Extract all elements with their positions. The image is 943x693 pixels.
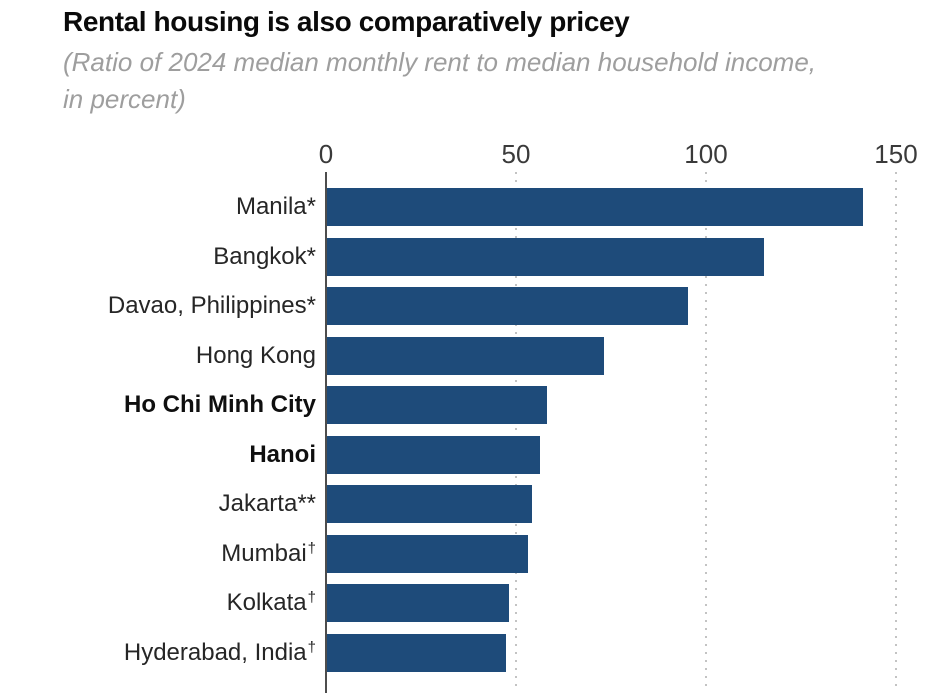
footnote-marker: * <box>306 243 316 270</box>
x-axis-tick-label-100: 100 <box>684 139 728 169</box>
footnote-marker: † <box>307 639 316 656</box>
y-axis-line <box>325 172 327 693</box>
category-label: Ho Chi Minh City <box>124 391 316 418</box>
x-axis-tick-label-50: 50 <box>501 139 531 169</box>
bar-hanoi <box>327 436 540 474</box>
bar-bangkok <box>327 238 764 276</box>
bar-davao-philippines <box>327 287 688 325</box>
gridline-50 <box>515 172 517 690</box>
bar-ho-chi-minh-city <box>327 386 547 424</box>
category-label: Bangkok* <box>213 243 316 270</box>
category-label: Hanoi <box>249 441 316 468</box>
bar-jakarta <box>327 485 532 523</box>
gridline-150 <box>895 172 897 690</box>
category-label: Davao, Philippines* <box>107 292 316 319</box>
bar-manila <box>327 188 863 226</box>
category-label: Manila* <box>235 193 316 220</box>
bar-hyderabad-india <box>327 634 506 672</box>
category-label: Mumbai† <box>221 540 316 567</box>
x-axis-tick-label-0: 0 <box>318 139 334 169</box>
footnote-marker: † <box>307 540 316 557</box>
footnote-marker: * <box>306 292 316 319</box>
footnote-marker: † <box>307 589 316 606</box>
page-subtitle: (Ratio of 2024 median monthly rent to me… <box>63 44 816 118</box>
footnote-marker: ** <box>297 490 316 517</box>
category-label: Kolkata† <box>226 589 316 616</box>
category-label: Jakarta** <box>218 490 316 517</box>
bar-hong-kong <box>327 337 604 375</box>
footnote-marker: * <box>306 193 316 220</box>
subtitle-line-2: in percent) <box>63 84 186 114</box>
bar-mumbai <box>327 535 528 573</box>
x-axis-tick-label-150: 150 <box>874 139 918 169</box>
category-label: Hyderabad, India† <box>123 639 316 666</box>
subtitle-line-1: (Ratio of 2024 median monthly rent to me… <box>63 47 816 77</box>
bar-kolkata <box>327 584 509 622</box>
category-label: Hong Kong <box>195 342 316 369</box>
page-title: Rental housing is also comparatively pri… <box>63 6 630 37</box>
gridline-100 <box>705 172 707 690</box>
